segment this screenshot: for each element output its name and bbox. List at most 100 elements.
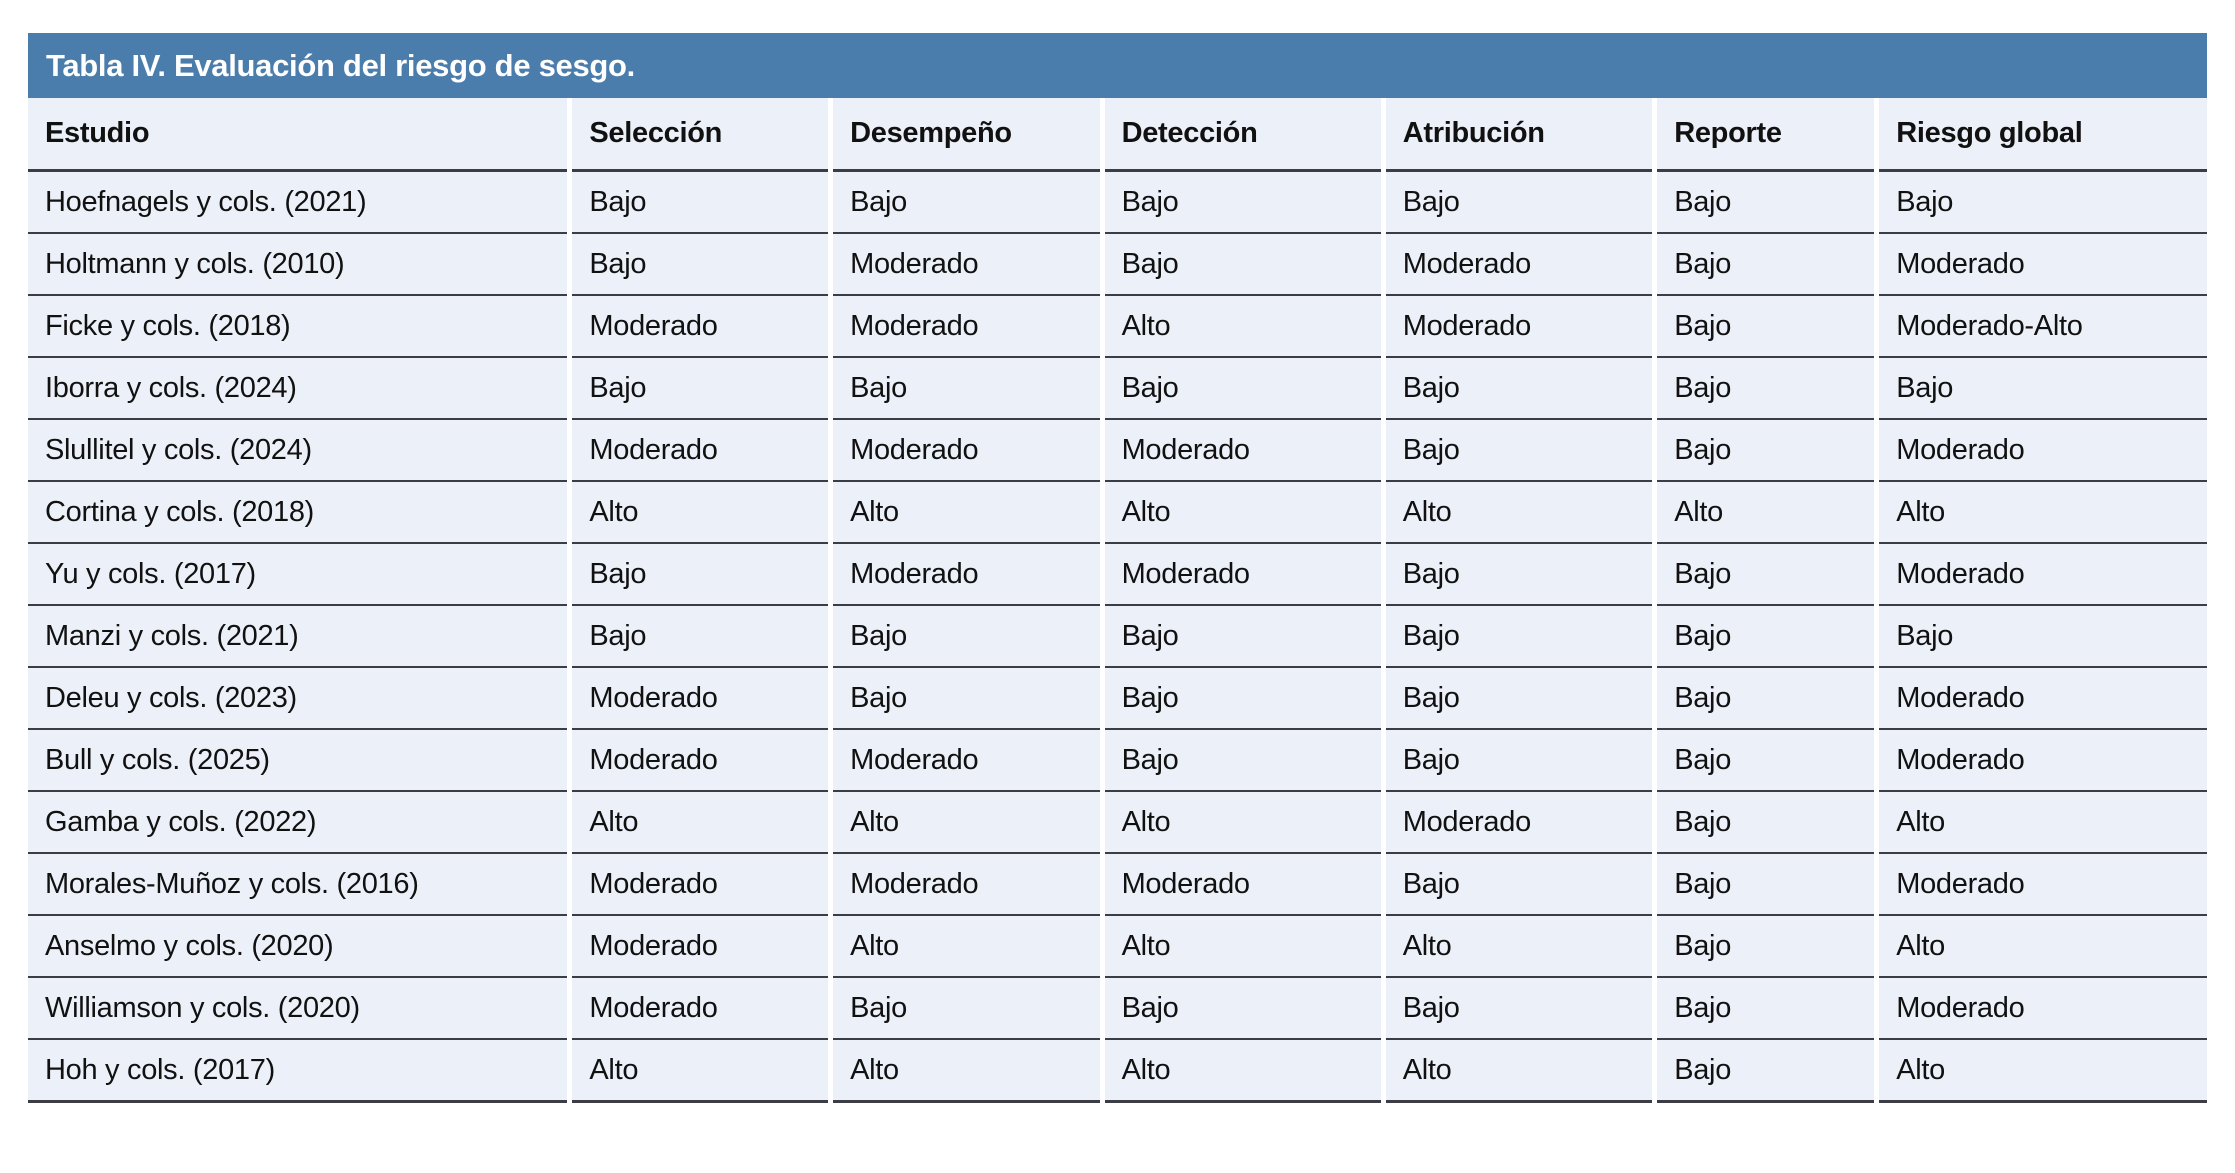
rating-cell: Bajo [1104, 668, 1381, 730]
rating-cell: Alto [1879, 792, 2207, 854]
column-header: Estudio [28, 98, 568, 172]
rating-cell: Bajo [1879, 606, 2207, 668]
study-cell: Slullitel y cols. (2024) [28, 420, 568, 482]
rating-cell: Bajo [1104, 172, 1381, 234]
rating-cell: Bajo [572, 358, 829, 420]
rating-cell: Bajo [1104, 358, 1381, 420]
table-row: Iborra y cols. (2024) Bajo Bajo Bajo Bajo Baj… [28, 358, 2207, 420]
rating-cell: Alto [1879, 482, 2207, 544]
rating-cell: Bajo [1657, 172, 1875, 234]
table-title: Tabla IV. Evaluación del riesgo de sesgo… [46, 47, 635, 83]
rating-cell: Bajo [1657, 296, 1875, 358]
column-header: Selección [572, 98, 829, 172]
table-row: Deleu y cols. (2023) Moderado Bajo Bajo Bajo… [28, 668, 2207, 730]
table-row: Slullitel y cols. (2024) Moderado Moderado… [28, 420, 2207, 482]
rating-cell: Bajo [1385, 978, 1653, 1040]
rating-cell: Bajo [1657, 668, 1875, 730]
rating-cell: Bajo [1385, 730, 1653, 792]
column-header: Reporte [1657, 98, 1875, 172]
table-body: Hoefnagels y cols. (2021) Bajo Bajo Bajo Baj… [28, 172, 2207, 1103]
table-row: Yu y cols. (2017) Bajo Moderado Moderado Baj… [28, 544, 2207, 606]
rating-cell: Alto [1879, 916, 2207, 978]
column-header: Desempeño [833, 98, 1100, 172]
rating-cell: Bajo [1657, 854, 1875, 916]
data-table: Estudio Selección Desempeño Detección Atribu… [23, 98, 2212, 1103]
rating-cell: Moderado [572, 296, 829, 358]
table-row: Manzi y cols. (2021) Bajo Bajo Bajo Bajo Bajo… [28, 606, 2207, 668]
rating-cell: Moderado [572, 668, 829, 730]
table-row: Gamba y cols. (2022) Alto Alto Alto Moderado… [28, 792, 2207, 854]
table-row: Anselmo y cols. (2020) Moderado Alto Alto Al… [28, 916, 2207, 978]
rating-cell: Moderado [1104, 854, 1381, 916]
rating-cell: Moderado [1879, 978, 2207, 1040]
study-cell: Deleu y cols. (2023) [28, 668, 568, 730]
rating-cell: Bajo [1104, 234, 1381, 296]
table-row: Hoh y cols. (2017) Alto Alto Alto Alto Bajo Al… [28, 1040, 2207, 1103]
rating-cell: Alto [1104, 482, 1381, 544]
study-cell: Manzi y cols. (2021) [28, 606, 568, 668]
table-row: Hoefnagels y cols. (2021) Bajo Bajo Bajo Baj… [28, 172, 2207, 234]
study-cell: Iborra y cols. (2024) [28, 358, 568, 420]
rating-cell: Alto [572, 482, 829, 544]
rating-cell: Moderado-Alto [1879, 296, 2207, 358]
rating-cell: Bajo [1385, 172, 1653, 234]
rating-cell: Bajo [1104, 606, 1381, 668]
rating-cell: Bajo [1657, 358, 1875, 420]
rating-cell: Moderado [572, 730, 829, 792]
column-header: Atribución [1385, 98, 1653, 172]
table-row: Morales-Muñoz y cols. (2016) Moderado Mode… [28, 854, 2207, 916]
rating-cell: Bajo [1657, 234, 1875, 296]
rating-cell: Bajo [1385, 854, 1653, 916]
rating-cell: Alto [833, 1040, 1100, 1103]
rating-cell: Moderado [1879, 668, 2207, 730]
column-header: Detección [1104, 98, 1381, 172]
rating-cell: Bajo [1657, 916, 1875, 978]
rating-cell: Bajo [572, 172, 829, 234]
table-row: Ficke y cols. (2018) Moderado Moderado Alto… [28, 296, 2207, 358]
rating-cell: Bajo [1657, 978, 1875, 1040]
rating-cell: Bajo [1657, 544, 1875, 606]
rating-cell: Alto [1385, 482, 1653, 544]
rating-cell: Alto [1385, 1040, 1653, 1103]
rating-cell: Moderado [572, 854, 829, 916]
rating-cell: Moderado [1879, 420, 2207, 482]
rating-cell: Bajo [1657, 606, 1875, 668]
study-cell: Gamba y cols. (2022) [28, 792, 568, 854]
rating-cell: Bajo [572, 234, 829, 296]
rating-cell: Alto [1104, 792, 1381, 854]
table-row: Holtmann y cols. (2010) Bajo Moderado Bajo M… [28, 234, 2207, 296]
rating-cell: Moderado [833, 296, 1100, 358]
study-cell: Williamson y cols. (2020) [28, 978, 568, 1040]
study-cell: Cortina y cols. (2018) [28, 482, 568, 544]
rating-cell: Bajo [1879, 358, 2207, 420]
rating-cell: Moderado [833, 730, 1100, 792]
rating-cell: Alto [1104, 296, 1381, 358]
rating-cell: Alto [1385, 916, 1653, 978]
study-cell: Anselmo y cols. (2020) [28, 916, 568, 978]
rating-cell: Alto [1104, 1040, 1381, 1103]
rating-cell: Bajo [1385, 606, 1653, 668]
rating-cell: Bajo [1657, 730, 1875, 792]
rating-cell: Moderado [1879, 234, 2207, 296]
rating-cell: Moderado [572, 916, 829, 978]
rating-cell: Moderado [572, 978, 829, 1040]
rating-cell: Bajo [833, 172, 1100, 234]
study-cell: Holtmann y cols. (2010) [28, 234, 568, 296]
rating-cell: Alto [1104, 916, 1381, 978]
column-header: Riesgo global [1879, 98, 2207, 172]
rating-cell: Alto [1879, 1040, 2207, 1103]
risk-of-bias-table: Tabla IV. Evaluación del riesgo de sesgo… [28, 33, 2207, 1103]
table-row: Cortina y cols. (2018) Alto Alto Alto Alto Al… [28, 482, 2207, 544]
study-cell: Hoh y cols. (2017) [28, 1040, 568, 1103]
rating-cell: Moderado [833, 420, 1100, 482]
study-cell: Bull y cols. (2025) [28, 730, 568, 792]
rating-cell: Alto [572, 792, 829, 854]
rating-cell: Moderado [1879, 854, 2207, 916]
rating-cell: Moderado [1385, 792, 1653, 854]
rating-cell: Alto [833, 916, 1100, 978]
rating-cell: Bajo [1385, 420, 1653, 482]
study-cell: Hoefnagels y cols. (2021) [28, 172, 568, 234]
rating-cell: Alto [572, 1040, 829, 1103]
rating-cell: Bajo [1879, 172, 2207, 234]
rating-cell: Alto [833, 792, 1100, 854]
